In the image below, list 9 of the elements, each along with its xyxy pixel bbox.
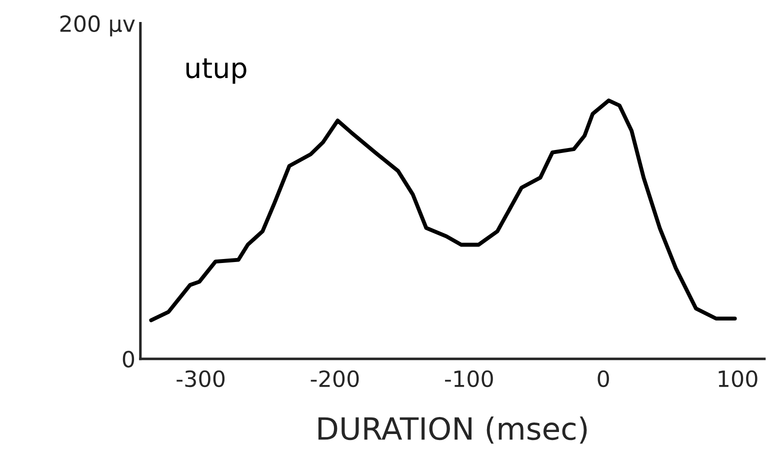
x-tick-label: -300 bbox=[176, 370, 225, 388]
x-tick-label: 100 bbox=[718, 370, 758, 388]
x-tick-label: 0 bbox=[598, 370, 609, 388]
y-tick-label: 200 µv bbox=[60, 15, 135, 36]
text: utup bbox=[186, 58, 246, 84]
x-tick-label: -200 bbox=[310, 370, 359, 388]
x-tick-label: -100 bbox=[445, 370, 493, 388]
line-series bbox=[149, 98, 737, 322]
x-axis-title: DURATION (msec) bbox=[318, 416, 587, 444]
